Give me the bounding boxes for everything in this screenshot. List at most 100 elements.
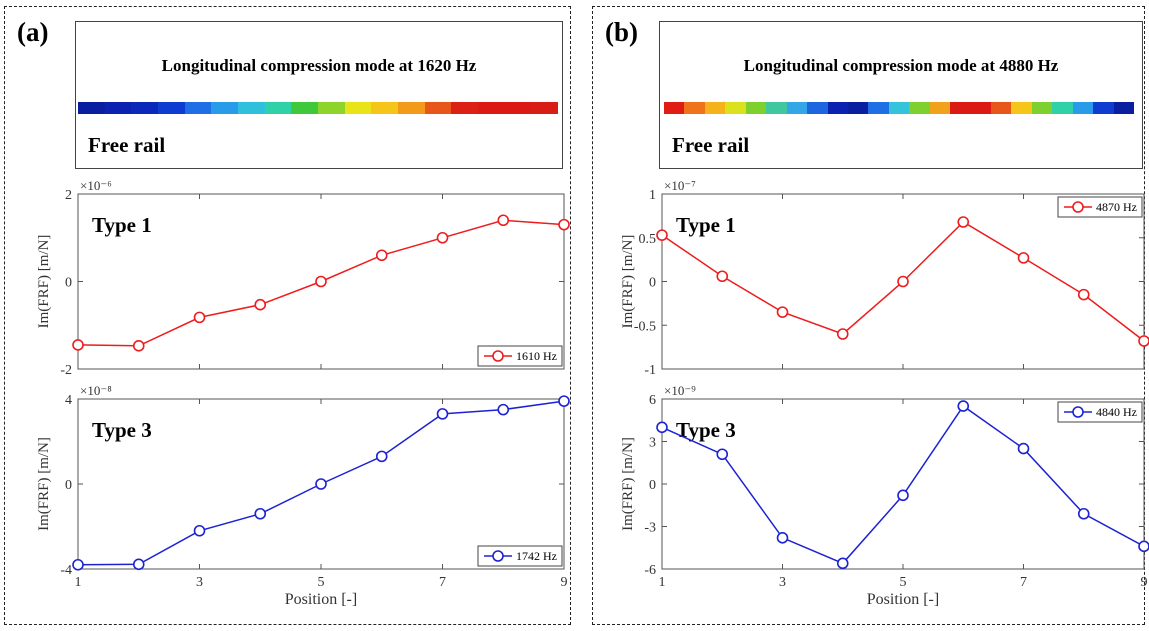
rail-segment: [158, 102, 185, 114]
y-tick-label: -2: [60, 363, 72, 378]
chart-title: Type 3: [92, 418, 152, 442]
data-point: [656, 421, 668, 434]
rail-segment: [424, 102, 452, 114]
data-point: [1077, 288, 1090, 301]
legend-marker: [492, 550, 504, 562]
y-tick-label: -3: [644, 521, 656, 536]
mode-shape-box-b: Longitudinal compression mode at 4880 Hz…: [659, 21, 1143, 169]
chart-type3-b: 1 3 5 7 9 6 3 0 -3 -6 ×10⁻⁹ Im(FRF) [m/N] Position […: [620, 383, 1149, 608]
rail-segment: [184, 102, 212, 114]
data-point: [957, 400, 970, 412]
y-tick-label: -6: [644, 563, 656, 578]
data-point: [776, 532, 789, 544]
y-axis-label: Im(FRF) [m/N]: [36, 437, 52, 531]
data-point: [375, 450, 388, 463]
x-tick-label: 5: [318, 575, 325, 590]
data-point: [957, 216, 970, 228]
chart-title: Type 1: [92, 213, 152, 237]
rail-mode-shape-b: [664, 102, 1135, 114]
y-axis-label: Im(FRF) [m/N]: [620, 235, 636, 329]
x-axis-label: Position [-]: [867, 591, 939, 608]
y-axis-label: Im(FRF) [m/N]: [620, 437, 636, 531]
data-point: [716, 448, 729, 461]
rail-segment: [827, 102, 848, 114]
rail-segment: [211, 102, 239, 114]
data-point: [836, 557, 849, 570]
legend-label: 1742 Hz: [516, 549, 557, 563]
chart-type1-b: 1 0.5 0 -0.5 -1 ×10⁻⁷ Im(FRF) [m/N] Type 1 4870 …: [620, 178, 1149, 378]
rail-segment: [104, 102, 132, 114]
legend-marker: [492, 350, 504, 362]
y-tick-label: -0.5: [634, 319, 656, 334]
rail-segment: [786, 102, 808, 114]
x-tick-label: 7: [1020, 575, 1027, 590]
panel-b: Longitudinal compression mode at 4880 Hz…: [592, 6, 1145, 625]
data-point: [72, 339, 84, 351]
legend-marker: [1072, 201, 1084, 213]
rail-segment: [664, 102, 685, 114]
y-tick-label: 1: [649, 188, 656, 203]
data-point: [558, 395, 570, 407]
y-tick-label: 0.5: [639, 232, 657, 247]
mode-title-a: Longitudinal compression mode at 1620 Hz: [161, 56, 477, 75]
data-point: [497, 403, 510, 416]
rail-segment: [238, 102, 265, 114]
rail-segment: [745, 102, 767, 114]
rail-segment: [371, 102, 399, 114]
data-point: [776, 306, 789, 318]
data-point: [254, 298, 267, 311]
legend: 4840 Hz: [1057, 401, 1143, 423]
rail-segment: [1031, 102, 1053, 114]
rail-segment: [725, 102, 746, 114]
rail-segment: [909, 102, 930, 114]
rail-segment: [868, 102, 889, 114]
legend-label: 1610 Hz: [516, 349, 557, 363]
panel-a: Longitudinal compression mode at 1620 Hz…: [4, 6, 571, 625]
rail-segment: [929, 102, 951, 114]
data-point: [836, 328, 849, 340]
rail-segment: [847, 102, 869, 114]
mode-title-b: Longitudinal compression mode at 4880 Hz: [743, 56, 1059, 75]
rail-segment: [398, 102, 425, 114]
y-axis-label: Im(FRF) [m/N]: [36, 235, 52, 329]
data-point: [254, 507, 267, 520]
rail-segment: [504, 102, 532, 114]
axis-exponent-label: ×10⁻⁶: [80, 178, 112, 193]
data-point: [193, 524, 206, 537]
rail-segment: [807, 102, 828, 114]
y-tick-label: -4: [60, 563, 72, 578]
x-tick-label: 9: [1141, 575, 1148, 590]
data-point: [72, 558, 84, 571]
y-tick-label: 0: [649, 478, 656, 493]
chart-type3-a: 1 3 5 7 9 4 0 -4 ×10⁻⁸ Im(FRF) [m/N] Position [-] T…: [36, 383, 570, 608]
x-axis-label: Position [-]: [285, 591, 357, 608]
rail-segment: [1072, 102, 1094, 114]
legend: 1742 Hz: [477, 545, 563, 567]
rail-segment: [888, 102, 910, 114]
y-tick-label: 2: [65, 188, 72, 203]
rail-mode-shape-a: [78, 102, 559, 114]
data-point: [375, 249, 388, 262]
y-tick-label: 6: [649, 393, 656, 408]
data-point: [132, 340, 145, 352]
y-tick-label: 0: [65, 276, 72, 291]
rail-segment: [950, 102, 971, 114]
legend-marker: [1072, 406, 1084, 418]
rail-segment: [78, 102, 105, 114]
legend-label: 4870 Hz: [1096, 200, 1137, 214]
data-point: [716, 270, 729, 283]
rail-segment: [991, 102, 1012, 114]
free-rail-label-b: Free rail: [672, 133, 750, 157]
rail-segment: [704, 102, 726, 114]
rail-segment: [131, 102, 159, 114]
axis-exponent-label: ×10⁻⁷: [664, 178, 696, 193]
rail-segment: [684, 102, 705, 114]
rail-segment: [318, 102, 345, 114]
axis-exponent-label: ×10⁻⁸: [80, 383, 112, 398]
data-point: [315, 478, 327, 490]
rail-segment: [1113, 102, 1135, 114]
data-point: [1017, 442, 1030, 455]
y-tick-label: 0: [65, 478, 72, 493]
legend: 1610 Hz: [477, 345, 563, 367]
